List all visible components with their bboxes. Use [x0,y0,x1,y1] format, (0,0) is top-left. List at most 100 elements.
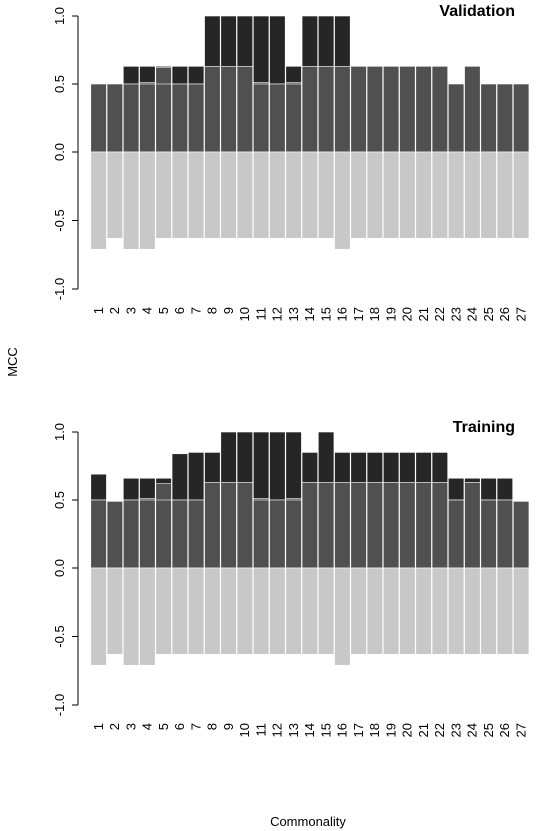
training-x-tick-label: 6 [172,723,187,730]
training-bar-s4-13 [285,567,302,655]
training-y-tick-label: 0.0 [52,559,67,577]
validation-bar-s4-22 [431,151,448,239]
validation-bar-s3-14 [301,66,318,153]
training-bar-s3-17 [350,482,367,569]
validation-bar-s4-16 [334,151,351,250]
validation-bar-s4-13 [285,151,302,239]
training-bar-s4-18 [366,567,383,655]
validation-x-tick-label: 22 [432,307,447,321]
training-bar-s3-7 [188,499,205,569]
validation-x-tick-label: 9 [221,307,236,314]
training-bar-s4-6 [171,567,189,655]
training-x-tick-label: 19 [383,723,398,737]
training-x-tick-label: 25 [481,723,496,737]
validation-x-tick-label: 3 [123,307,138,314]
training-x-tick-label: 3 [123,723,138,730]
validation-bar-s3-8 [204,66,221,153]
validation-bar-s4-8 [204,151,221,239]
validation-bar-s3-21 [415,66,432,153]
training-x-tick-label: 23 [448,723,463,737]
validation-x-tick-label: 5 [156,307,171,314]
validation-x-tick-label: 23 [448,307,463,321]
training-bar-s4-10 [236,567,254,655]
validation-bar-s3-27 [512,83,530,153]
training-bar-s4-9 [220,567,237,655]
training-x-tick-label: 2 [107,723,122,730]
validation-bar-s4-23 [447,151,465,239]
validation-x-tick-label: 18 [367,307,382,321]
validation-x-tick-label: 16 [335,307,350,321]
training-bar-s4-7 [188,567,205,655]
validation-bar-s3-9 [220,66,237,153]
validation-x-tick-label: 13 [286,307,301,321]
validation-bar-s4-11 [253,151,270,239]
validation-bar-s4-14 [301,151,318,239]
validation-bar-s4-10 [236,151,254,239]
validation-x-tick-label: 17 [351,307,366,321]
validation-bar-s4-17 [350,151,367,239]
validation-bar-s4-20 [399,151,416,239]
validation-bar-s3-19 [382,66,400,153]
training-x-tick-label: 17 [351,723,366,737]
validation-bar-s3-16 [334,66,351,153]
training-x-tick-label: 26 [497,723,512,737]
validation-y-tick-label: -1.0 [52,278,67,300]
training-bar-s4-15 [317,567,335,655]
training-x-tick-label: 20 [400,723,415,737]
validation-x-tick-label: 11 [253,307,268,321]
validation-bar-s4-1 [90,151,107,250]
validation-x-tick-label: 24 [465,307,480,321]
training-bar-s4-1 [90,567,107,666]
validation-bar-s4-5 [155,151,172,239]
validation-bar-s3-15 [317,66,335,153]
training-bar-s3-27 [512,501,530,569]
validation-x-tick-label: 19 [383,307,398,321]
training-bar-s3-14 [301,482,318,569]
training-bar-s4-20 [399,567,416,655]
training-bar-s3-16 [334,482,351,569]
training-x-tick-label: 14 [302,723,317,737]
training-bar-s4-16 [334,567,351,666]
validation-bar-s3-13 [285,83,302,153]
validation-bar-s3-10 [236,66,254,153]
training-y-tick-label: 1.0 [52,423,67,441]
training-bar-s4-3 [123,567,140,666]
training-bar-s3-25 [480,499,497,569]
validation-x-tick-label: 2 [107,307,122,314]
training-x-tick-label: 9 [221,723,236,730]
training-bar-s4-24 [464,567,481,655]
training-y-tick-label: -1.0 [52,694,67,716]
training-bar-s3-6 [171,499,189,569]
validation-bar-s3-3 [123,83,140,153]
training-x-tick-label: 10 [237,723,252,737]
training-x-tick-label: 21 [416,723,431,737]
training-bar-s3-10 [236,482,254,569]
validation-bar-s4-4 [139,151,156,250]
training-x-tick-label: 15 [318,723,333,737]
training-x-tick-label: 16 [335,723,350,737]
validation-y-tick-label: 1.0 [52,7,67,25]
validation-bar-s3-7 [188,83,205,153]
validation-bar-s3-6 [171,83,189,153]
training-bar-s3-9 [220,482,237,569]
training-bar-s4-14 [301,567,318,655]
training-bar-s4-27 [512,567,530,655]
training-bar-s3-12 [269,499,286,569]
validation-x-tick-label: 12 [270,307,285,321]
validation-bar-s4-3 [123,151,140,250]
training-panel: -1.0-0.50.00.51.01 2 3 4 5 6 7 8 9 10 11 12 13 14 15 16… [52,419,530,737]
validation-bar-s4-12 [269,151,286,239]
training-x-tick-label: 24 [465,723,480,737]
training-x-tick-label: 27 [513,723,528,737]
validation-bar-s4-24 [464,151,481,239]
training-x-tick-label: 4 [140,723,155,730]
validation-x-tick-label: 26 [497,307,512,321]
validation-x-tick-label: 15 [318,307,333,321]
training-bar-s3-13 [285,499,302,569]
y-axis-label: MCC [5,347,20,377]
validation-y-tick-label: 0.5 [52,75,67,93]
training-bar-s4-19 [382,567,400,655]
validation-bar-s4-19 [382,151,400,239]
validation-bar-s3-24 [464,66,481,153]
